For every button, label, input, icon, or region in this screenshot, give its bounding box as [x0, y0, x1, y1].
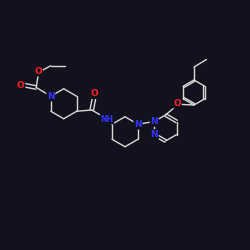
Text: NH: NH: [100, 115, 114, 124]
Text: O: O: [17, 80, 25, 90]
Text: N: N: [134, 120, 142, 129]
Text: O: O: [34, 67, 42, 76]
Text: O: O: [90, 89, 98, 98]
Text: N: N: [150, 130, 158, 139]
Text: O: O: [173, 99, 181, 108]
Text: N: N: [150, 117, 158, 126]
Text: N: N: [47, 92, 54, 101]
